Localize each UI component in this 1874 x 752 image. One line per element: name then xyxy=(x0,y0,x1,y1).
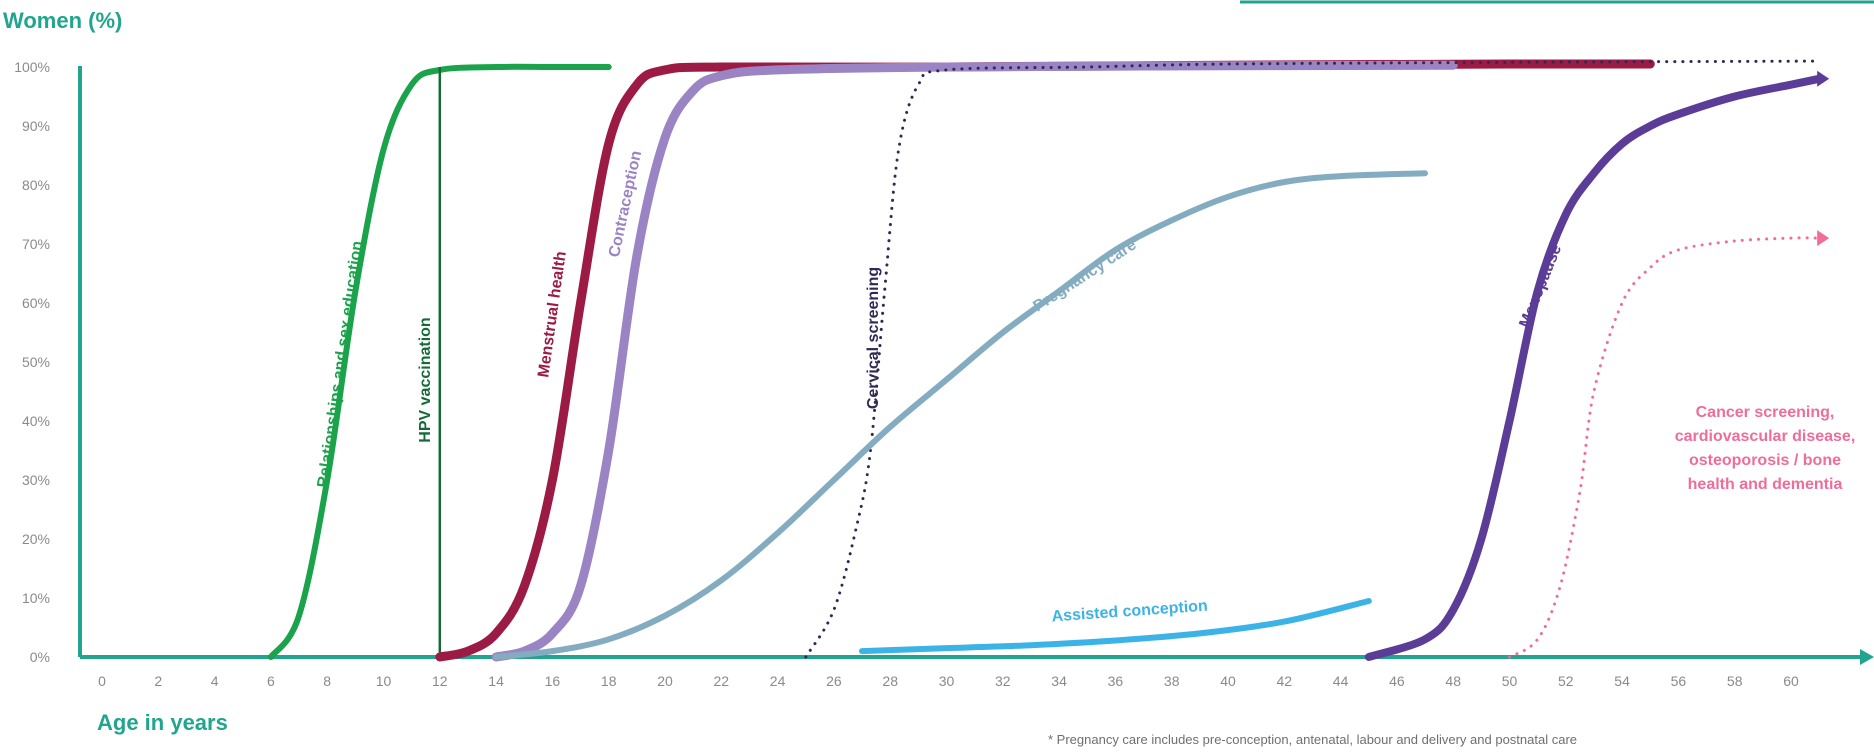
series-line-assisted-conception xyxy=(859,598,1372,655)
x-tick-label: 44 xyxy=(1333,673,1349,689)
x-tick-label: 22 xyxy=(714,673,730,689)
series-label-assisted-conception: Assisted conception xyxy=(1051,598,1208,626)
series-arrow-cancer-screening-cardiovascular-disease-osteoporosis-bone-health-and-dementia xyxy=(1817,230,1830,247)
x-tick-label: 12 xyxy=(432,673,448,689)
series-label-cancer-screening-cardiovascular-disease-osteoporosis-bone-health-and-dementia-line-2: cardiovascular disease, xyxy=(1675,428,1856,445)
x-tick-label: 20 xyxy=(657,673,673,689)
x-tick-label: 38 xyxy=(1164,673,1180,689)
footnote: * Pregnancy care includes pre-conception… xyxy=(1048,732,1577,747)
series-labels: Relationships and sex education HPV vacci… xyxy=(315,149,1855,625)
y-tick-labels: 0% 10% 20% 30% 40% 50% 60% 70% 80% 90% 100% xyxy=(14,59,50,665)
y-tick-label: 0% xyxy=(30,649,50,665)
x-tick-label: 50 xyxy=(1502,673,1518,689)
x-tick-label: 60 xyxy=(1783,673,1799,689)
x-tick-label: 2 xyxy=(154,673,162,689)
series-label-relationships-and-sex-education: Relationships and sex education xyxy=(315,240,366,489)
series-label-hpv-vaccination: HPV vaccination xyxy=(417,317,434,442)
series-label-cancer-screening-cardiovascular-disease-osteoporosis-bone-health-and-dementia-line-4: health and dementia xyxy=(1688,476,1843,493)
x-tick-label: 54 xyxy=(1614,673,1630,689)
x-tick-label: 52 xyxy=(1558,673,1574,689)
series-label-cancer-screening-cardiovascular-disease-osteoporosis-bone-health-and-dementia-line-3: osteoporosis / bone xyxy=(1689,452,1841,469)
x-tick-label: 14 xyxy=(488,673,504,689)
x-tick-label: 56 xyxy=(1671,673,1687,689)
x-tick-label: 18 xyxy=(601,673,617,689)
y-tick-label: 70% xyxy=(22,236,50,252)
x-tick-labels: 0 2 4 6 8 10 12 14 16 18 20 22 24 26 28 30 32 34 36 38 40 42 4… xyxy=(98,673,1799,689)
series-label-cancer-screening-cardiovascular-disease-osteoporosis-bone-health-and-dementia-line-1: Cancer screening, xyxy=(1696,404,1835,421)
y-tick-label: 40% xyxy=(22,413,50,429)
series-line-cancer-screening-cardiovascular-disease-osteoporosis-bone-health-and-dementia xyxy=(1508,236,1821,659)
x-tick-label: 40 xyxy=(1220,673,1236,689)
series-line-menopause xyxy=(1364,74,1824,661)
x-tick-label: 46 xyxy=(1389,673,1405,689)
x-tick-label: 24 xyxy=(770,673,786,689)
series-line-pregnancy-care xyxy=(493,170,1428,660)
x-axis-title: Age in years xyxy=(97,710,228,735)
y-tick-label: 60% xyxy=(22,295,50,311)
axes xyxy=(78,66,1874,665)
series-label-cervical-screening: Cervical screening xyxy=(865,267,882,409)
series-label-menstrual-health: Menstrual health xyxy=(535,250,570,378)
x-tick-label: 4 xyxy=(211,673,219,689)
series-arrow-menopause xyxy=(1817,70,1830,87)
x-tick-label: 28 xyxy=(882,673,898,689)
x-tick-label: 34 xyxy=(1051,673,1067,689)
y-tick-label: 90% xyxy=(22,118,50,134)
x-tick-label: 48 xyxy=(1445,673,1461,689)
series-label-pregnancy-care: Pregnancy care* xyxy=(1030,233,1145,316)
x-tick-label: 58 xyxy=(1727,673,1743,689)
y-axis-title: Women (%) xyxy=(3,8,122,33)
y-tick-label: 20% xyxy=(22,531,50,547)
series-line-cervical-screening xyxy=(804,59,1821,659)
series-layer xyxy=(267,59,1830,662)
y-tick-label: 80% xyxy=(22,177,50,193)
x-axis-arrow xyxy=(1860,649,1874,665)
series-line-relationships-and-sex-education xyxy=(267,63,612,660)
x-tick-label: 36 xyxy=(1108,673,1124,689)
x-tick-label: 8 xyxy=(323,673,331,689)
x-tick-label: 26 xyxy=(826,673,842,689)
series-label-menopause: Menopause xyxy=(1516,242,1565,330)
x-tick-label: 32 xyxy=(995,673,1011,689)
x-tick-label: 30 xyxy=(939,673,955,689)
y-tick-label: 100% xyxy=(14,59,50,75)
x-tick-label: 16 xyxy=(545,673,561,689)
y-tick-label: 10% xyxy=(22,590,50,606)
x-tick-label: 6 xyxy=(267,673,275,689)
x-tick-label: 42 xyxy=(1277,673,1293,689)
x-tick-label: 0 xyxy=(98,673,106,689)
y-tick-label: 50% xyxy=(22,354,50,370)
x-tick-label: 10 xyxy=(376,673,392,689)
y-tick-label: 30% xyxy=(22,472,50,488)
